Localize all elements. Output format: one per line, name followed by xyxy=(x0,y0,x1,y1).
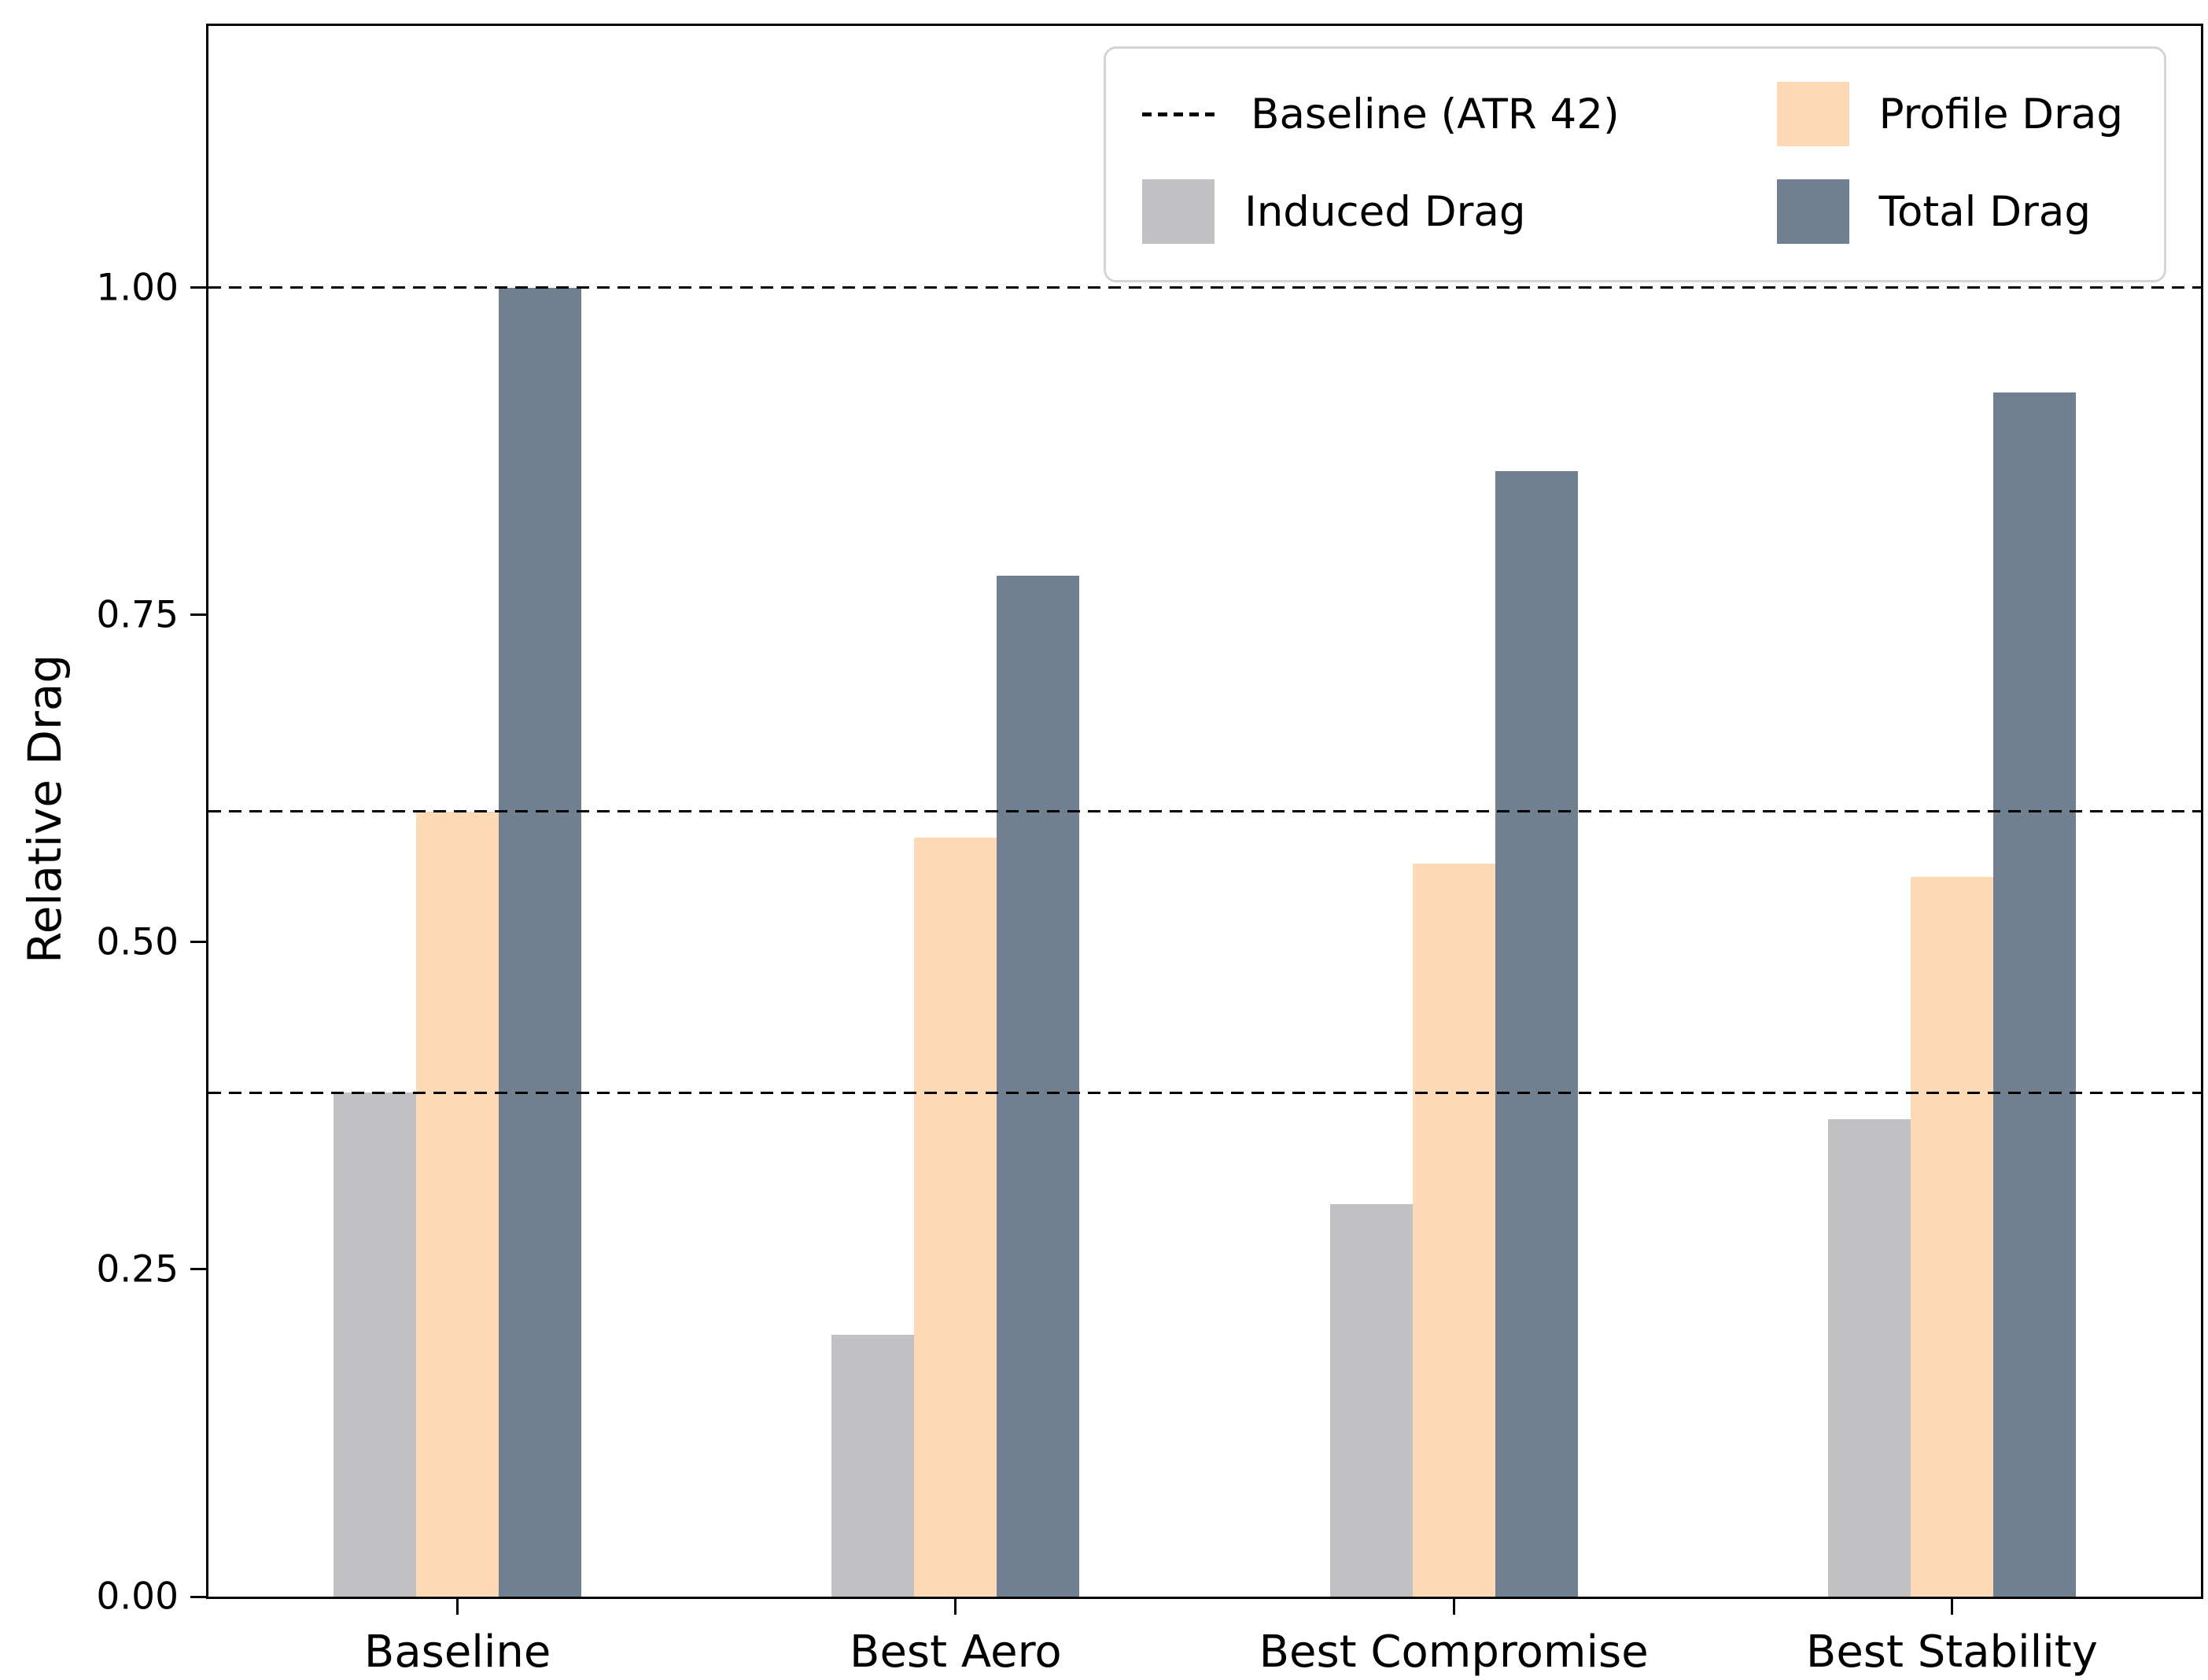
x-tick-mark-best-stability xyxy=(1950,1599,1953,1615)
x-tick-mark-baseline xyxy=(456,1599,459,1615)
y-tick-label-0.50: 0.50 xyxy=(96,920,179,964)
x-tick-mark-best-aero xyxy=(954,1599,957,1615)
x-tick-label-best-stability: Best Stability xyxy=(1805,1627,2098,1678)
reference-line-0.385 xyxy=(208,1091,2201,1094)
legend-color-swatch-total-drag xyxy=(1776,179,1849,244)
reference-line-0.6 xyxy=(208,810,2201,812)
y-tick-mark-0.00 xyxy=(190,1595,206,1598)
legend-label-profile-drag: Profile Drag xyxy=(1878,90,2123,138)
y-axis-title: Relative Drag xyxy=(18,654,72,964)
legend-dashed-line-swatch xyxy=(1142,112,1222,116)
x-tick-label-best-compromise: Best Compromise xyxy=(1259,1627,1649,1678)
legend-entry-profile-drag: Profile Drag xyxy=(1776,82,2123,146)
bar-profile-drag-best-aero xyxy=(914,837,997,1597)
y-tick-label-0.25: 0.25 xyxy=(96,1247,179,1291)
bar-profile-drag-best-compromise xyxy=(1412,864,1495,1597)
bar-profile-drag-baseline xyxy=(416,811,499,1597)
x-tick-label-baseline: Baseline xyxy=(363,1627,551,1678)
legend-color-swatch-induced-drag xyxy=(1142,179,1215,244)
y-tick-mark-0.25 xyxy=(190,1268,206,1271)
legend-entry-total-drag: Total Drag xyxy=(1776,179,2123,244)
y-tick-mark-1.00 xyxy=(190,286,206,289)
reference-line-1 xyxy=(208,286,2201,289)
bar-induced-drag-best-stability xyxy=(1827,1118,1911,1597)
bar-total-drag-best-compromise xyxy=(1495,470,1578,1597)
bar-total-drag-best-stability xyxy=(1992,392,2076,1597)
bar-total-drag-best-aero xyxy=(997,575,1080,1597)
legend-label-baseline-atr-42: Baseline (ATR 42) xyxy=(1251,90,1620,138)
legend: Baseline (ATR 42) Induced Drag Profile Dra… xyxy=(1104,46,2166,282)
y-tick-label-0.00: 0.00 xyxy=(96,1575,179,1619)
legend-entry-induced-drag: Induced Drag xyxy=(1142,179,1620,244)
y-tick-label-0.75: 0.75 xyxy=(96,593,179,637)
bar-total-drag-baseline xyxy=(499,287,582,1597)
legend-label-total-drag: Total Drag xyxy=(1878,187,2091,236)
bar-induced-drag-best-aero xyxy=(831,1335,915,1597)
bar-profile-drag-best-stability xyxy=(1910,876,1993,1597)
y-tick-mark-0.50 xyxy=(190,941,206,944)
x-tick-mark-best-compromise xyxy=(1452,1599,1455,1615)
legend-entry-baseline-atr-42: Baseline (ATR 42) xyxy=(1142,82,1620,146)
bar-induced-drag-baseline xyxy=(334,1092,417,1597)
x-tick-label-best-aero: Best Aero xyxy=(850,1627,1062,1678)
legend-label-induced-drag: Induced Drag xyxy=(1244,187,1526,236)
y-tick-label-1.00: 1.00 xyxy=(96,266,179,310)
plot-area: 0.00 0.25 0.50 0.75 1.00 Baseline Best Aero Be… xyxy=(96,24,2203,1678)
bar-induced-drag-best-compromise xyxy=(1329,1203,1413,1597)
legend-color-swatch-profile-drag xyxy=(1776,82,1849,146)
y-tick-mark-0.75 xyxy=(190,613,206,617)
